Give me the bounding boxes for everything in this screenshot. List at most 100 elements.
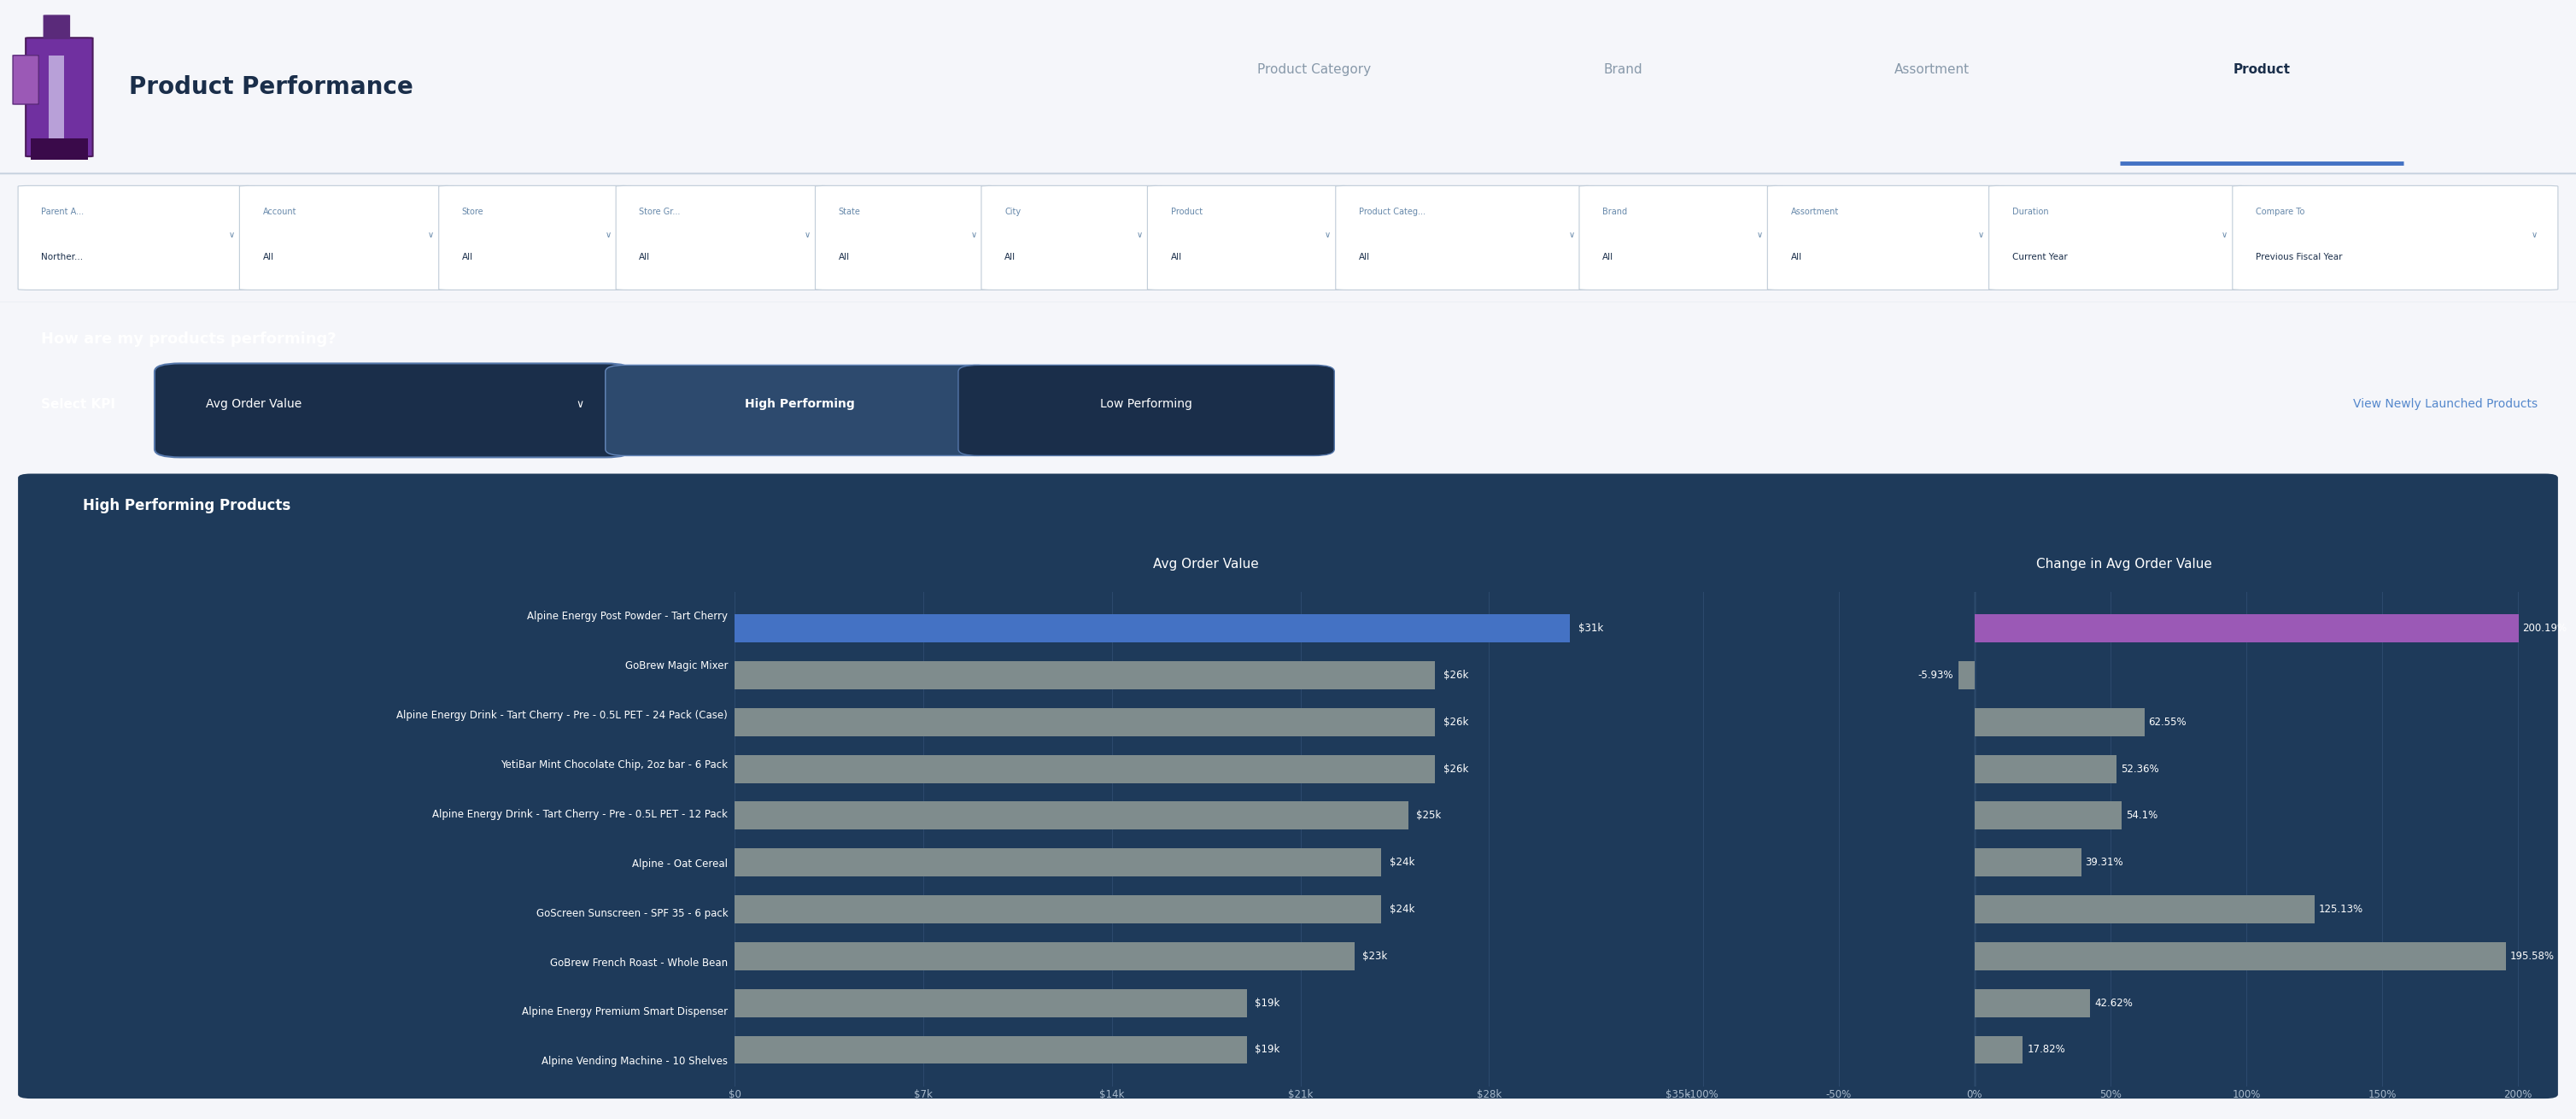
Text: ∨: ∨ (2532, 231, 2537, 239)
Text: Current Year: Current Year (2012, 253, 2069, 262)
Text: $26k: $26k (1443, 763, 1468, 774)
Text: 17.82%: 17.82% (2027, 1044, 2066, 1055)
Text: ∨: ∨ (1757, 231, 1762, 239)
Bar (49, 56, 64, 139)
Text: All: All (1005, 253, 1015, 262)
FancyBboxPatch shape (31, 139, 88, 160)
Text: Parent A...: Parent A... (41, 208, 85, 216)
Bar (734, 661, 1435, 689)
Text: All: All (461, 253, 474, 262)
Bar (734, 989, 1247, 1017)
Text: Duration: Duration (2012, 208, 2048, 216)
Text: $24k: $24k (1388, 904, 1414, 915)
FancyBboxPatch shape (240, 186, 453, 290)
Text: Product Categ...: Product Categ... (1358, 208, 1425, 216)
FancyBboxPatch shape (2233, 186, 2558, 290)
Text: Store: Store (461, 208, 484, 216)
Text: All: All (837, 253, 850, 262)
Text: 42.62%: 42.62% (2094, 997, 2133, 1008)
Text: All: All (1602, 253, 1613, 262)
Text: 125.13%: 125.13% (2318, 904, 2362, 915)
Text: View Newly Launched Products: View Newly Launched Products (2352, 398, 2537, 411)
Text: GoBrew French Roast - Whole Bean: GoBrew French Roast - Whole Bean (551, 957, 729, 968)
Text: -5.93%: -5.93% (1917, 669, 1953, 680)
Text: All: All (1358, 253, 1370, 262)
FancyBboxPatch shape (814, 186, 997, 290)
Text: Low Performing: Low Performing (1100, 398, 1193, 411)
Text: ∨: ∨ (2221, 231, 2228, 239)
Text: Select KPI: Select KPI (41, 398, 116, 411)
Bar (1976, 801, 2123, 829)
Text: City: City (1005, 208, 1020, 216)
Text: $19k: $19k (1255, 1044, 1280, 1055)
Text: Brand: Brand (1602, 208, 1628, 216)
Text: ∨: ∨ (229, 231, 234, 239)
Text: Alpine Energy Drink - Tart Cherry - Pre - 0.5L PET - 24 Pack (Case): Alpine Energy Drink - Tart Cherry - Pre … (397, 709, 729, 721)
FancyBboxPatch shape (44, 16, 70, 38)
Text: 54.1%: 54.1% (2125, 810, 2159, 821)
Bar (1976, 614, 2519, 642)
FancyBboxPatch shape (1767, 186, 2004, 290)
Text: Alpine Vending Machine - 10 Shelves: Alpine Vending Machine - 10 Shelves (541, 1056, 729, 1068)
Bar (1976, 755, 2117, 783)
Text: $23k: $23k (1363, 951, 1388, 961)
Text: 52.36%: 52.36% (2120, 763, 2159, 774)
Text: $19k: $19k (1255, 997, 1280, 1008)
Text: Account: Account (263, 208, 296, 216)
Text: 62.55%: 62.55% (2148, 716, 2187, 727)
Text: State: State (837, 208, 860, 216)
Text: Store Gr...: Store Gr... (639, 208, 680, 216)
Text: Product: Product (1170, 208, 1203, 216)
Text: Avg Order Value: Avg Order Value (206, 398, 301, 411)
Text: Assortment: Assortment (1790, 208, 1839, 216)
FancyBboxPatch shape (18, 186, 255, 290)
FancyBboxPatch shape (616, 186, 829, 290)
Text: All: All (1790, 253, 1801, 262)
Bar (1976, 942, 2506, 970)
Text: $31k: $31k (1579, 623, 1602, 634)
Text: ∨: ∨ (574, 398, 585, 410)
Text: Avg Order Value: Avg Order Value (1154, 557, 1260, 571)
Bar (1976, 1036, 2022, 1064)
Text: 195.58%: 195.58% (2509, 951, 2555, 961)
Bar (734, 1036, 1247, 1064)
Text: All: All (263, 253, 273, 262)
Text: ∨: ∨ (1569, 231, 1574, 239)
Text: Brand: Brand (1602, 63, 1643, 76)
Text: Alpine Energy Premium Smart Dispenser: Alpine Energy Premium Smart Dispenser (523, 1007, 729, 1017)
Bar (734, 614, 1569, 642)
Text: ∨: ∨ (605, 231, 611, 239)
Text: $26k: $26k (1443, 669, 1468, 680)
FancyBboxPatch shape (958, 365, 1334, 455)
FancyBboxPatch shape (18, 473, 2558, 1099)
Text: ∨: ∨ (1978, 231, 1984, 239)
Text: ∨: ∨ (804, 231, 811, 239)
Text: High Performing Products: High Performing Products (82, 498, 291, 514)
Text: Compare To: Compare To (2257, 208, 2306, 216)
Bar (1976, 708, 2143, 736)
FancyBboxPatch shape (1579, 186, 1783, 290)
Text: $25k: $25k (1417, 810, 1443, 821)
FancyBboxPatch shape (981, 186, 1162, 290)
Text: ∨: ∨ (971, 231, 976, 239)
Text: Product Performance: Product Performance (129, 75, 412, 98)
Text: $24k: $24k (1388, 857, 1414, 868)
Text: Alpine - Oat Cereal: Alpine - Oat Cereal (631, 858, 729, 869)
Text: High Performing: High Performing (744, 398, 855, 411)
Text: Alpine Energy Post Powder - Tart Cherry: Alpine Energy Post Powder - Tart Cherry (528, 611, 729, 622)
FancyBboxPatch shape (1334, 186, 1595, 290)
Text: How are my products performing?: How are my products performing? (41, 331, 337, 347)
Text: Previous Fiscal Year: Previous Fiscal Year (2257, 253, 2342, 262)
FancyBboxPatch shape (155, 364, 631, 458)
Bar (734, 942, 1355, 970)
Text: GoBrew Magic Mixer: GoBrew Magic Mixer (626, 660, 729, 671)
Bar (1976, 989, 2089, 1017)
Bar (1976, 895, 2313, 923)
FancyBboxPatch shape (605, 365, 994, 455)
Text: Product: Product (2233, 63, 2290, 76)
Bar (734, 801, 1409, 829)
Text: Product Category: Product Category (1257, 63, 1370, 76)
Text: Norther...: Norther... (41, 253, 82, 262)
Text: ∨: ∨ (1136, 231, 1144, 239)
Text: Assortment: Assortment (1893, 63, 1971, 76)
